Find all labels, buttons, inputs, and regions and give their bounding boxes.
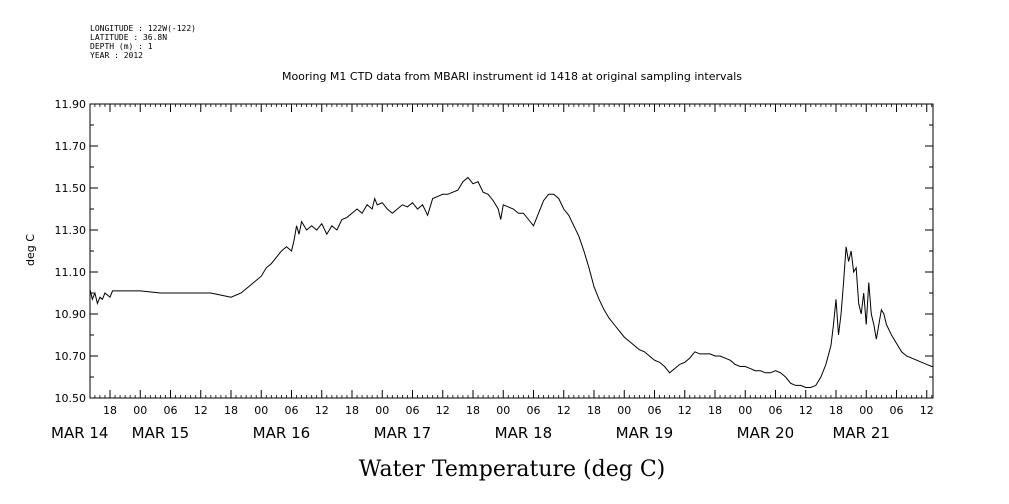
- y-tick-label: 10.50: [55, 392, 87, 405]
- x-hour-label: 06: [164, 404, 178, 417]
- x-hour-label: 12: [194, 404, 208, 417]
- x-hour-label: 18: [103, 404, 117, 417]
- x-hour-label: 00: [133, 404, 147, 417]
- year-text: YEAR : 2012: [90, 51, 143, 60]
- x-date-label: MAR 15: [132, 424, 189, 442]
- y-tick-label: 11.90: [55, 98, 87, 111]
- x-hour-label: 12: [436, 404, 450, 417]
- x-hour-label: 00: [738, 404, 752, 417]
- x-hour-label: 12: [557, 404, 571, 417]
- x-hour-label: 12: [315, 404, 329, 417]
- y-tick-label: 11.10: [55, 266, 87, 279]
- x-date-label: MAR 20: [737, 424, 794, 442]
- x-hour-label: 12: [678, 404, 692, 417]
- x-hour-label: 18: [345, 404, 359, 417]
- x-axis-label: Water Temperature (deg C): [359, 457, 666, 482]
- x-axis-ticks: 18 00 06 12 18 00 06 12 18 00 06 12 18 00 06 12 18 00 06 12…: [103, 104, 934, 417]
- x-hour-label: 18: [587, 404, 601, 417]
- x-hour-label: 00: [859, 404, 873, 417]
- x-hour-label: 18: [466, 404, 480, 417]
- header-meta: LONGITUDE : 122W(-122) LATITUDE : 36.8N …: [90, 24, 196, 60]
- plot-frame: [89, 103, 934, 399]
- x-hour-label: 18: [708, 404, 722, 417]
- y-tick-label: 11.30: [55, 224, 87, 237]
- x-hour-label: 00: [254, 404, 268, 417]
- longitude-text: LONGITUDE : 122W(-122): [90, 24, 196, 33]
- x-date-label: MAR 21: [832, 424, 889, 442]
- x-hour-label: 18: [224, 404, 238, 417]
- x-hour-label: 00: [617, 404, 631, 417]
- chart-title: Mooring M1 CTD data from MBARI instrumen…: [282, 70, 742, 83]
- y-tick-label: 10.70: [55, 350, 87, 363]
- x-date-label: MAR 16: [253, 424, 310, 442]
- x-date-label: MAR 17: [374, 424, 431, 442]
- x-hour-label: 06: [285, 404, 299, 417]
- x-axis-date-labels: MAR 14 MAR 15 MAR 16 MAR 17 MAR 18 MAR 19 MAR …: [51, 424, 890, 442]
- minor-ticks: [94, 104, 933, 398]
- x-hour-label: 00: [496, 404, 510, 417]
- x-hour-label: 06: [769, 404, 783, 417]
- y-axis-ticks: 10.50 10.70 10.90 11.10 11.30 11.50 11.70 11.90: [55, 98, 933, 405]
- y-axis-label: deg C: [24, 234, 37, 266]
- x-hour-label: 06: [648, 404, 662, 417]
- x-date-label: MAR 19: [616, 424, 673, 442]
- x-hour-label: 12: [920, 404, 934, 417]
- x-hour-label: 06: [406, 404, 420, 417]
- depth-text: DEPTH (m) : 1: [90, 42, 153, 51]
- x-date-label: MAR 14: [51, 424, 108, 442]
- y-tick-label: 10.90: [55, 308, 87, 321]
- x-hour-label: 00: [375, 404, 389, 417]
- series-line-0: [90, 176, 933, 388]
- latitude-text: LATITUDE : 36.8N: [90, 33, 167, 42]
- series-group: [90, 176, 933, 388]
- y-tick-label: 11.70: [55, 140, 87, 153]
- x-hour-label: 06: [527, 404, 541, 417]
- hourly-minor-ticks: [94, 104, 933, 398]
- x-hour-label: 12: [799, 404, 813, 417]
- y-tick-label: 11.50: [55, 182, 87, 195]
- x-hour-label: 06: [890, 404, 904, 417]
- x-date-label: MAR 18: [495, 424, 552, 442]
- x-hour-label: 18: [829, 404, 843, 417]
